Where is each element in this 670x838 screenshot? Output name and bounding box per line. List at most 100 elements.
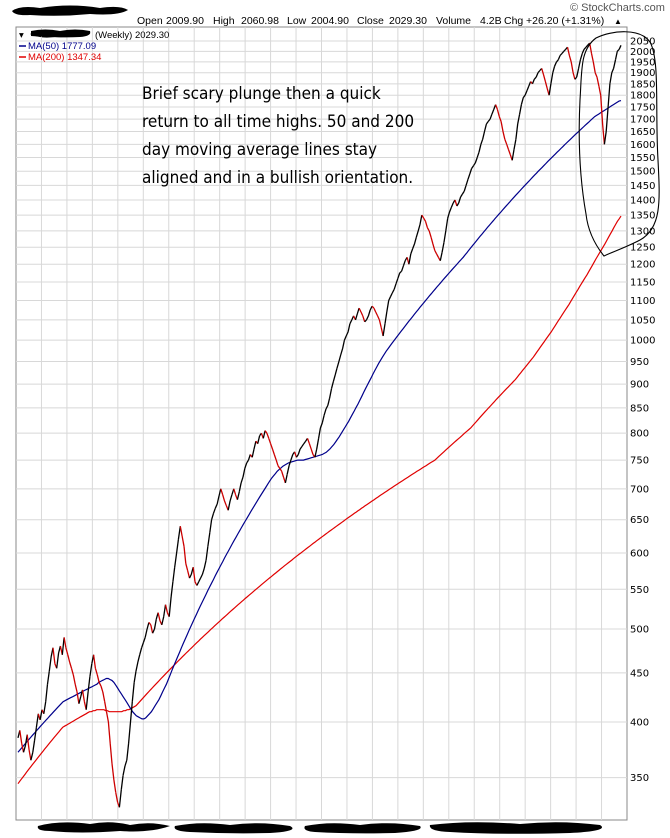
price-segment <box>209 519 213 533</box>
price-segment <box>397 272 401 279</box>
price-segment <box>19 730 23 744</box>
price-segment <box>316 438 320 450</box>
annotation-line-1: Brief scary plunge then a quick <box>142 84 381 104</box>
price-segment <box>74 684 78 693</box>
price-segment <box>511 149 515 161</box>
price-segment <box>399 270 403 274</box>
price-segment <box>275 459 279 466</box>
y-tick-label: 500 <box>630 625 649 636</box>
price-segment <box>152 628 156 634</box>
price-segment <box>328 388 333 399</box>
price-segment <box>616 48 620 52</box>
price-segment <box>72 674 76 685</box>
price-segment <box>362 315 366 322</box>
price-segment <box>415 230 419 238</box>
price-segment <box>450 202 454 208</box>
price-segment <box>150 624 154 634</box>
price-segment <box>601 123 606 145</box>
price-segment <box>474 157 478 164</box>
price-segment <box>377 315 380 321</box>
price-segment <box>183 546 187 564</box>
price-segment <box>196 581 200 586</box>
price-segment <box>188 574 192 579</box>
price-segment <box>496 109 500 117</box>
price-segment <box>535 72 539 78</box>
price-segment <box>618 45 622 50</box>
price-segment <box>187 570 191 579</box>
price-segment <box>46 671 50 685</box>
price-segment <box>113 779 117 793</box>
price-segment <box>461 190 465 195</box>
y-tick-label: 1500 <box>630 167 655 178</box>
price-segment <box>556 59 559 63</box>
price-segment <box>436 253 439 258</box>
grid <box>16 27 627 820</box>
price-segment <box>596 76 600 87</box>
price-segment <box>22 745 27 753</box>
price-segment <box>170 581 174 598</box>
price-segment <box>163 604 167 617</box>
y-tick-label: 550 <box>630 585 649 596</box>
price-segment <box>153 618 157 630</box>
series-layer <box>17 42 622 808</box>
price-segment <box>460 193 463 198</box>
price-segment <box>65 647 69 655</box>
ma200-line <box>17 215 622 785</box>
price-segment <box>118 789 122 808</box>
price-segment <box>115 792 119 803</box>
price-segment <box>483 123 488 132</box>
price-segment <box>489 113 493 120</box>
legend: ▾ (Weekly) 2029.30 MA(50) 1777.09 MA(200… <box>19 29 169 63</box>
price-segment <box>290 454 294 461</box>
chg-up-arrow-icon: ▲ <box>614 17 622 26</box>
price-segment <box>465 179 469 186</box>
y-tick-label: 650 <box>630 515 649 526</box>
price-segment <box>520 97 524 105</box>
price-segment <box>389 292 393 297</box>
price-segment <box>146 622 150 630</box>
price-segment <box>371 305 375 309</box>
price-segment <box>325 405 329 410</box>
price-segment <box>609 72 613 84</box>
price-segment <box>515 123 519 140</box>
price-segment <box>531 79 535 85</box>
price-segment <box>375 311 379 317</box>
price-segment <box>413 237 417 245</box>
price-segment <box>456 202 460 207</box>
price-segment <box>494 104 499 110</box>
price-segment <box>369 305 373 311</box>
annotation-line-3: day moving average lines stay <box>142 140 377 160</box>
price-segment <box>133 670 137 683</box>
price-segment <box>561 50 565 54</box>
price-segment <box>417 224 421 232</box>
price-segment <box>52 647 56 664</box>
price-segment <box>78 696 82 704</box>
price-segment <box>140 642 145 649</box>
price-segment <box>323 408 327 416</box>
price-segment <box>70 668 74 675</box>
price-segment <box>378 319 382 329</box>
open-label: Open <box>137 15 163 27</box>
price-segment <box>135 661 139 672</box>
price-segment <box>347 323 351 333</box>
price-segment <box>26 734 30 751</box>
price-segment <box>574 76 578 80</box>
price-segment <box>273 454 277 461</box>
price-segment <box>507 149 512 156</box>
price-segment <box>528 81 532 87</box>
price-segment <box>506 144 510 150</box>
price-segment <box>131 682 135 702</box>
annotation-line-4: aligned and in a bullish orientation. <box>142 168 413 188</box>
price-segment <box>443 230 447 243</box>
price-segment <box>35 713 39 728</box>
y-tick-label: 350 <box>630 773 649 784</box>
price-segment <box>39 709 43 721</box>
price-segment <box>124 760 128 767</box>
price-segment <box>327 398 331 406</box>
price-segment <box>419 214 423 225</box>
price-segment <box>168 596 172 617</box>
price-segment <box>487 118 491 122</box>
price-segment <box>554 61 558 67</box>
open-value: 2009.90 <box>166 15 204 27</box>
price-segment <box>572 72 576 80</box>
